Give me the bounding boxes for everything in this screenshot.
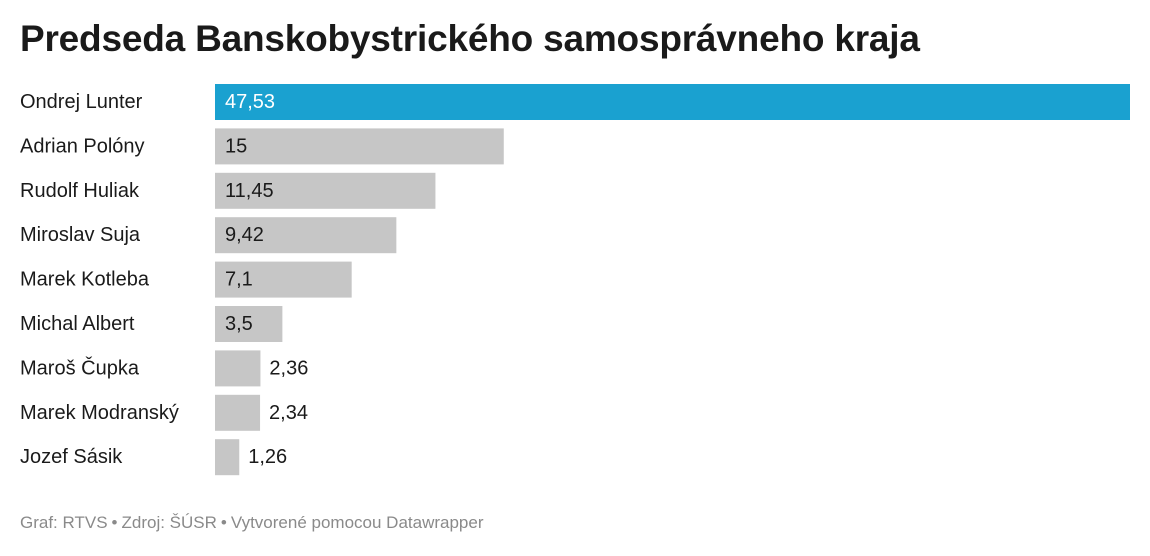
bar xyxy=(215,128,504,165)
footer-separator: • xyxy=(111,513,118,532)
category-label: Marek Modranský xyxy=(20,402,179,424)
value-label: 15 xyxy=(225,135,247,157)
value-label: 2,34 xyxy=(269,402,308,424)
bar xyxy=(215,172,436,209)
value-label: 11,45 xyxy=(225,180,274,202)
bar xyxy=(215,306,283,342)
bar xyxy=(215,394,261,431)
value-label: 3,5 xyxy=(225,313,253,335)
category-label: Maroš Čupka xyxy=(20,356,140,379)
category-label: Marek Kotleba xyxy=(20,269,150,291)
value-label: 1,26 xyxy=(248,446,287,468)
bar xyxy=(215,261,352,298)
category-label: Jozef Sásik xyxy=(20,446,123,468)
bar xyxy=(215,350,261,387)
value-label: 2,36 xyxy=(269,357,308,379)
footer-separator: • xyxy=(220,513,227,532)
chart-footer: Graf: RTVS • Zdroj: ŠÚSR • Vytvorené pomocou… xyxy=(20,513,484,533)
category-label: Ondrej Lunter xyxy=(20,91,143,113)
footer-graph-credit: Graf: RTVS xyxy=(20,513,108,532)
chart-title: Predseda Banskobystrického samosprávneho… xyxy=(20,18,920,59)
value-label: 47,53 xyxy=(225,91,275,113)
bar xyxy=(215,84,1130,120)
footer-source: Zdroj: ŠÚSR xyxy=(121,513,217,532)
category-label: Miroslav Suja xyxy=(20,224,141,246)
category-label: Rudolf Huliak xyxy=(20,180,140,202)
bar xyxy=(215,217,397,254)
value-label: 9,42 xyxy=(225,224,264,246)
bar-chart: Ondrej Lunter 47,53 Adrian Polóny 15 Rudolf … xyxy=(20,84,1130,476)
category-label: Michal Albert xyxy=(20,313,135,335)
category-label: Adrian Polóny xyxy=(20,135,145,157)
footer-made-with-link[interactable]: Vytvorené pomocou Datawrapper xyxy=(230,513,484,532)
bar xyxy=(215,439,240,476)
value-label: 7,1 xyxy=(225,269,253,291)
